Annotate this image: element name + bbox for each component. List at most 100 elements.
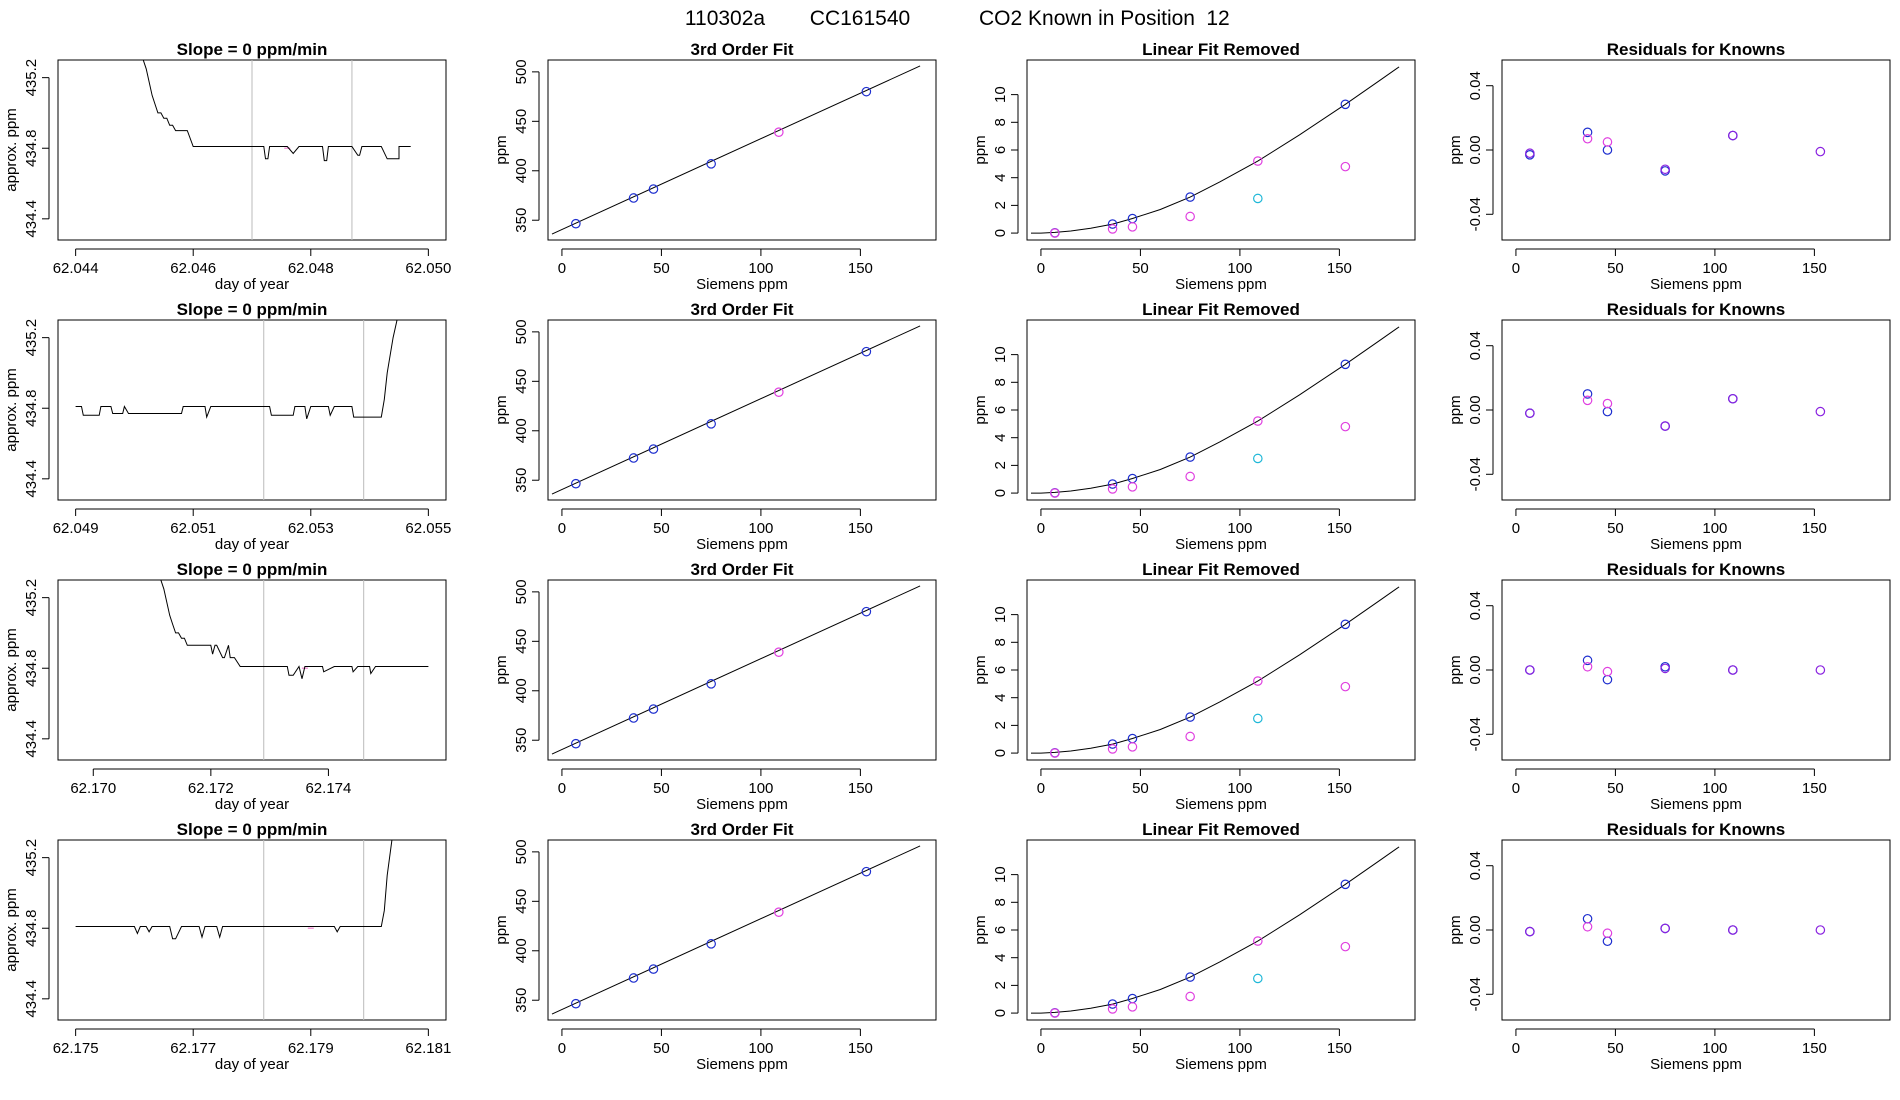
fit-line (551, 585, 921, 755)
x-tick-label: 100 (1702, 1040, 1727, 1057)
x-tick-label: 100 (1227, 780, 1252, 797)
data-point-blue (1107, 999, 1118, 1009)
y-tick-label: 4 (992, 174, 1009, 182)
x-axis: 0 50 100 150 (558, 1028, 873, 1057)
panel-r2-c1: Slope = 0 ppm/min 62.049 62.051 62.053 62.05… (3, 300, 451, 553)
data-point-purple (1525, 148, 1535, 159)
x-tick-label: 150 (1802, 1040, 1827, 1057)
plot-frame (1501, 59, 1891, 241)
data-point-magenta (1185, 731, 1195, 742)
x-tick-label: 150 (1327, 520, 1352, 537)
y-axis: -0.04 0.00 0.04 (1467, 851, 1494, 1011)
x-tick-label: 150 (1802, 260, 1827, 277)
tank-id: CC161540 (810, 7, 910, 30)
data-point-blue (706, 419, 716, 429)
data-point-magenta (1253, 156, 1263, 166)
y-axis: 0 2 4 6 8 10 (992, 606, 1019, 757)
y-axis: 0 2 4 6 8 10 (992, 86, 1019, 237)
plot-frame (57, 839, 447, 1021)
x-axis: 0 50 100 150 (1512, 768, 1827, 797)
y-tick-label: 4 (992, 694, 1009, 702)
plot-frame (1026, 319, 1416, 501)
panel-r4-c3: Linear Fit Removed 0 50 100 150 Siemens ppm 0 2… (972, 820, 1416, 1073)
x-tick-label: 100 (1702, 780, 1727, 797)
panel-r4-c2: 3rd Order Fit 0 50 100 150 Siemens ppm 350 400 4… (493, 820, 937, 1073)
plot-frame (1026, 839, 1416, 1021)
x-tick-label: 62.051 (170, 520, 216, 537)
y-tick-label: -0.04 (1467, 717, 1484, 751)
x-tick-label: 50 (1132, 260, 1149, 277)
data-point-magenta (1602, 928, 1613, 939)
panel-title: 3rd Order Fit (691, 40, 794, 59)
y-axis: 434.4 434.8 435.2 (23, 839, 50, 1018)
x-tick-label: 0 (1037, 780, 1045, 797)
y-tick-label: -0.04 (1467, 977, 1484, 1011)
y-tick-label: 435.2 (23, 319, 40, 357)
y-axis: 350 400 450 500 (513, 319, 540, 493)
x-tick-label: 50 (653, 1040, 670, 1057)
data-point-cyan (1253, 453, 1263, 464)
y-axis-label: ppm (972, 655, 989, 684)
data-point-blue (571, 218, 581, 229)
data-point-purple (1728, 393, 1738, 404)
data-point-purple (1728, 130, 1738, 141)
plot-area (1031, 846, 1400, 1018)
y-axis-label: ppm (493, 135, 510, 164)
data-point-magenta (1050, 1008, 1060, 1018)
fit-curve (1031, 846, 1400, 1014)
plot-area (1031, 586, 1400, 758)
data-point-blue (1602, 936, 1613, 947)
y-axis-label: approx. ppm (3, 628, 20, 711)
data-point-blue (648, 964, 659, 974)
x-tick-label: 100 (1702, 260, 1727, 277)
y-axis-label: ppm (972, 135, 989, 164)
y-tick-label: 434.4 (23, 720, 40, 758)
x-tick-label: 62.172 (188, 780, 234, 797)
y-tick-label: 2 (992, 461, 1009, 469)
y-axis: 434.4 434.8 435.2 (23, 579, 50, 758)
data-point-magenta (1602, 398, 1613, 409)
y-axis: 350 400 450 500 (513, 839, 540, 1013)
fit-curve (1031, 326, 1400, 494)
data-point-purple (1660, 164, 1670, 175)
y-tick-label: 10 (992, 866, 1009, 883)
y-tick-label: -0.04 (1467, 457, 1484, 491)
y-tick-label: 400 (513, 158, 530, 183)
y-tick-label: 0.00 (1467, 135, 1484, 164)
data-point-blue (648, 184, 659, 194)
y-tick-label: -0.04 (1467, 197, 1484, 231)
x-tick-label: 50 (1607, 780, 1624, 797)
panel-r2-c3: Linear Fit Removed 0 50 100 150 Siemens ppm 0 2… (972, 300, 1416, 553)
y-tick-label: 350 (513, 208, 530, 233)
panel-r3-c2: 3rd Order Fit 0 50 100 150 Siemens ppm 350 400 4… (493, 560, 937, 813)
x-axis-label: Siemens ppm (696, 276, 788, 293)
data-point-blue (1185, 452, 1195, 462)
y-tick-label: 434.4 (23, 980, 40, 1018)
data-point-purple (1728, 665, 1738, 675)
trace-line (75, 320, 398, 420)
y-tick-label: 4 (992, 434, 1009, 442)
x-axis-label: day of year (215, 796, 289, 813)
data-point-magenta (1127, 222, 1138, 232)
data-point-purple (1525, 665, 1535, 675)
x-tick-label: 50 (1132, 1040, 1149, 1057)
plot-frame (1501, 839, 1891, 1021)
x-tick-label: 150 (1802, 520, 1827, 537)
x-tick-label: 62.050 (405, 260, 451, 277)
data-point-magenta (1050, 488, 1060, 498)
x-tick-label: 100 (748, 260, 773, 277)
y-tick-label: 350 (513, 468, 530, 493)
fit-line (551, 845, 921, 1015)
data-point-cyan (1253, 193, 1263, 204)
data-point-blue (1582, 127, 1593, 138)
data-point-blue (1340, 879, 1351, 890)
data-point-magenta (1582, 395, 1593, 406)
x-axis: 62.049 62.051 62.053 62.055 (53, 508, 451, 537)
y-tick-label: 435.2 (23, 839, 40, 877)
y-tick-label: 0 (992, 489, 1009, 497)
y-axis-label: ppm (493, 915, 510, 944)
panel-title: Residuals for Knowns (1607, 820, 1786, 839)
data-point-magenta (774, 127, 784, 137)
y-tick-label: 10 (992, 86, 1009, 103)
x-tick-label: 0 (1512, 520, 1520, 537)
